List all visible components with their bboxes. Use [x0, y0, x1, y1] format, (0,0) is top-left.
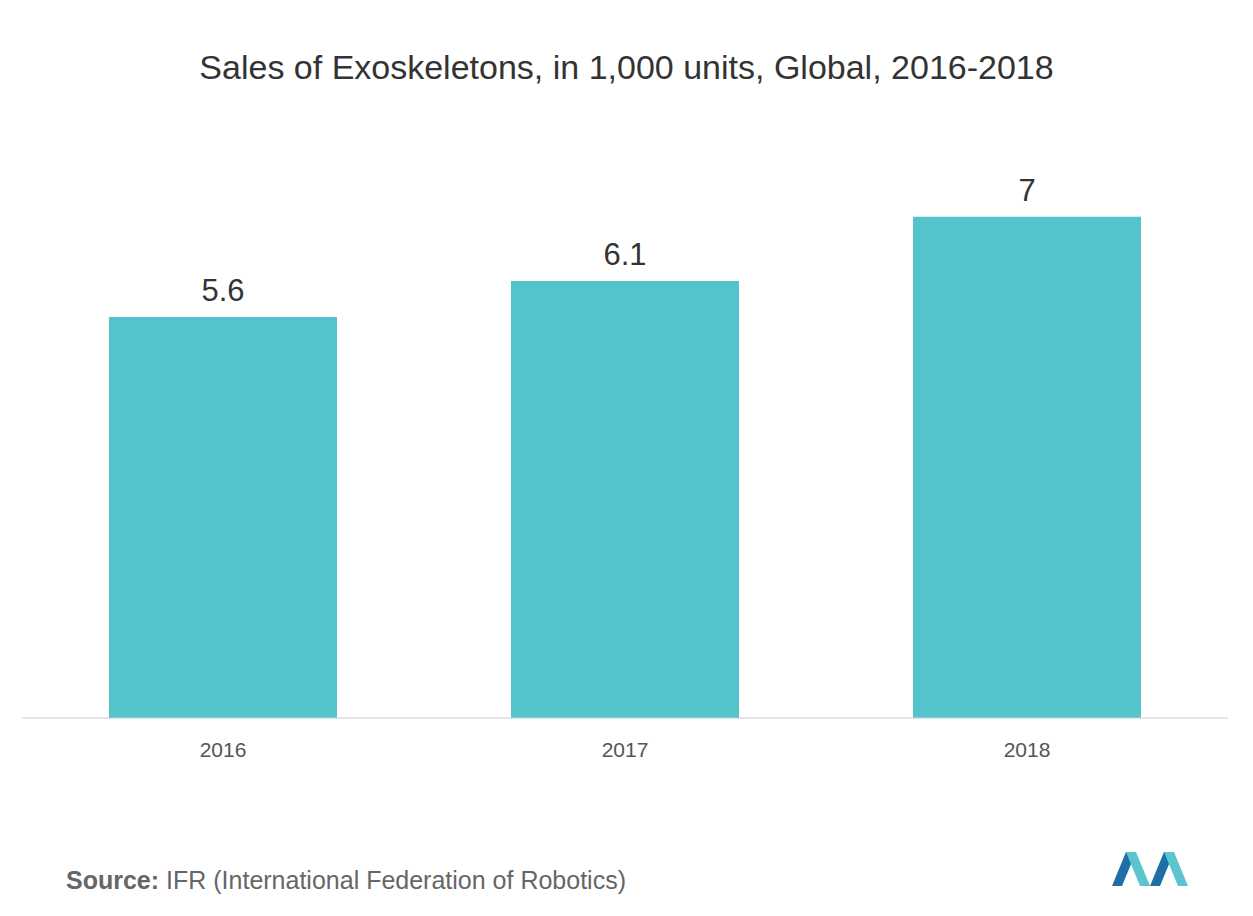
svg-text:7: 7	[1018, 173, 1035, 208]
html-text:Source: IFR (International Fed: Source: IFR (International Federation of…	[66, 866, 626, 894]
svg-text:2016: 2016	[200, 738, 247, 761]
svg-text:2017: 2017	[602, 738, 649, 761]
svg-text:6.1: 6.1	[603, 237, 646, 272]
svg-text:5.6: 5.6	[201, 273, 244, 308]
svg-text:2018: 2018	[1004, 738, 1051, 761]
html-text:Sales of Exoskeletons, in 1,00: Sales of Exoskeletons, in 1,000 units, G…	[199, 48, 1054, 86]
